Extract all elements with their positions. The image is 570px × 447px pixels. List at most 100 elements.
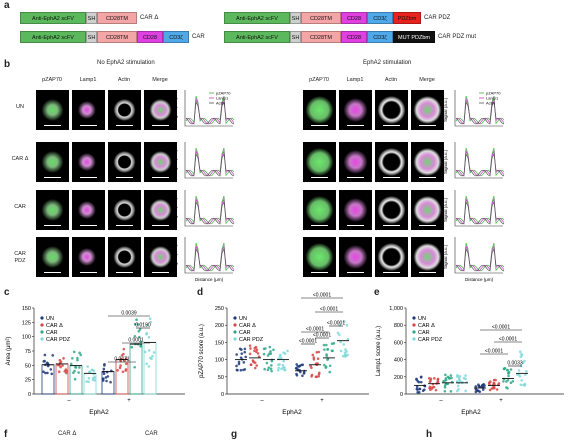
legend-marker xyxy=(40,337,44,341)
micrograph-tile xyxy=(72,90,105,130)
data-point xyxy=(122,347,126,351)
data-point xyxy=(136,323,140,326)
plot-axes xyxy=(454,90,503,127)
data-point xyxy=(428,385,432,389)
data-point xyxy=(444,373,447,377)
data-point xyxy=(151,354,154,358)
data-point xyxy=(283,366,286,369)
data-point xyxy=(339,340,342,344)
data-point xyxy=(326,348,329,351)
data-point xyxy=(152,351,156,354)
data-point xyxy=(43,353,47,357)
data-point xyxy=(49,368,53,371)
column-header-pzap70: pZAP70 xyxy=(309,77,329,83)
data-point xyxy=(492,381,496,385)
cd3z-segment: CD3ζ xyxy=(163,31,189,43)
data-point xyxy=(257,355,261,358)
tm-segment: CD28TM xyxy=(301,12,341,24)
line-profile-plot: Signal (a.u.) Distance (μm) xyxy=(173,237,235,282)
data-point xyxy=(69,362,73,366)
row-label: CAR PDZ xyxy=(14,251,26,264)
data-point xyxy=(265,361,269,365)
scale-bar xyxy=(347,176,364,178)
scale-bar xyxy=(311,124,328,126)
construct-name: CAR PDZ xyxy=(424,15,451,21)
micrograph-tile xyxy=(108,142,141,182)
data-point xyxy=(343,354,346,358)
y-axis-label: Signal (a.u.) xyxy=(443,244,448,269)
data-point xyxy=(243,350,247,354)
data-point xyxy=(145,362,148,366)
data-point xyxy=(235,353,238,356)
data-point xyxy=(148,317,152,320)
pos-label: + xyxy=(320,398,324,404)
y-axis-label: Signal (a.u.) xyxy=(443,149,448,174)
profile-line xyxy=(185,98,235,125)
data-point xyxy=(76,356,79,360)
data-point xyxy=(330,349,334,353)
data-point xyxy=(149,320,152,324)
plot-axes xyxy=(184,190,233,227)
data-point xyxy=(519,383,523,387)
data-point xyxy=(495,388,499,391)
column-header-merge: Merge xyxy=(152,77,168,83)
legend-label: Actin xyxy=(486,101,495,106)
micrograph-tile xyxy=(339,237,372,277)
data-point xyxy=(282,351,285,354)
legend-marker xyxy=(412,337,416,341)
data-point xyxy=(242,361,246,364)
legend-marker xyxy=(40,316,44,320)
y-axis-label: Lamp1 score (a.u.) xyxy=(376,326,382,376)
scale-bar xyxy=(116,271,133,273)
legend-label: CAR xyxy=(239,330,251,336)
panel-a-label: a xyxy=(4,0,10,11)
data-point xyxy=(263,367,266,371)
data-point xyxy=(239,368,243,372)
panel-f-label: f xyxy=(4,429,8,440)
sh-segment: SH xyxy=(290,12,301,24)
data-point xyxy=(520,379,523,382)
data-point xyxy=(521,361,525,365)
data-point xyxy=(433,377,436,380)
y-axis-label: Signal (a.u.) xyxy=(443,197,448,222)
data-point xyxy=(109,380,112,384)
scale-bar xyxy=(80,271,97,273)
data-point xyxy=(428,380,432,384)
data-point xyxy=(119,364,122,367)
cd28-segment: CD28 xyxy=(341,31,367,43)
plot-axes xyxy=(454,237,503,274)
legend-label: Actin xyxy=(216,101,225,106)
micrograph-tile xyxy=(144,90,177,130)
panel-e-label: e xyxy=(374,287,380,298)
micrograph-tile xyxy=(108,90,141,130)
data-point xyxy=(270,369,273,373)
tm-segment: CD28TM xyxy=(97,31,137,43)
data-point xyxy=(448,377,451,380)
scale-bar xyxy=(116,124,133,126)
right-group-title: EphA2 stimulation xyxy=(363,60,412,66)
data-point xyxy=(511,380,515,383)
micrograph-tile xyxy=(303,190,336,230)
p-value: 0.0471 xyxy=(114,357,130,363)
data-point xyxy=(103,364,106,367)
data-point xyxy=(418,387,421,391)
plot-axes xyxy=(184,237,233,274)
data-point xyxy=(71,357,74,360)
data-point xyxy=(262,347,266,351)
data-point xyxy=(147,349,151,352)
scfv-segment: Anti-EphA2 scFV xyxy=(20,12,86,24)
data-point xyxy=(137,335,141,339)
data-point xyxy=(59,360,63,363)
sh-segment: SH xyxy=(86,31,97,43)
data-point xyxy=(133,365,136,369)
column-header-lamp1: Lamp1 xyxy=(79,77,97,83)
data-point xyxy=(436,380,440,383)
data-point xyxy=(86,365,89,368)
profile-line xyxy=(455,152,505,177)
scale-bar xyxy=(347,124,364,126)
data-point xyxy=(315,351,319,354)
data-point xyxy=(44,371,47,375)
data-point xyxy=(309,364,312,368)
data-point xyxy=(286,349,289,353)
data-point xyxy=(255,350,258,354)
